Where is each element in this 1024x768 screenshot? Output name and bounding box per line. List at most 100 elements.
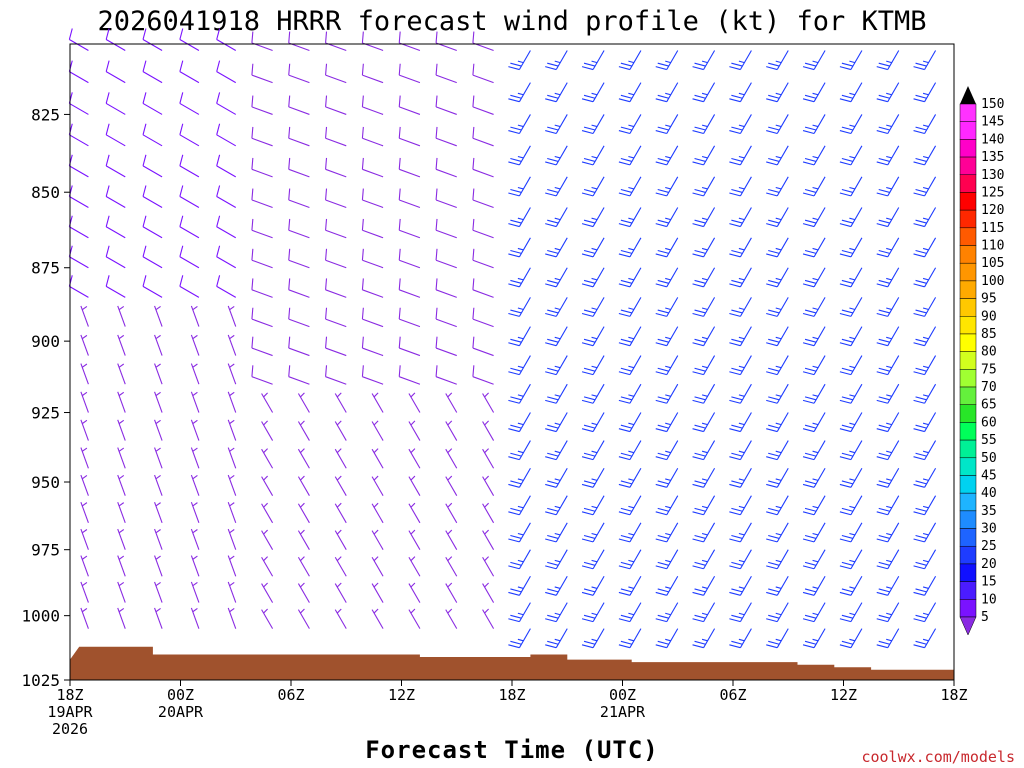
barb-staff xyxy=(887,355,900,375)
wind-barb xyxy=(361,218,384,239)
wind-barb xyxy=(117,607,126,629)
barb-feather xyxy=(731,614,743,619)
barb-half-feather xyxy=(812,92,819,96)
barb-staff xyxy=(629,326,642,346)
barb-staff xyxy=(117,607,126,629)
wind-barb xyxy=(618,50,642,71)
wind-barb xyxy=(766,114,789,135)
wind-barb xyxy=(142,60,163,84)
barb-staff xyxy=(399,289,421,298)
barb-half-feather xyxy=(738,450,745,454)
barb-staff xyxy=(850,467,863,488)
barb-staff xyxy=(227,581,237,603)
barb-half-feather xyxy=(554,612,561,616)
wind-barb xyxy=(581,50,605,71)
wind-barb xyxy=(839,82,863,103)
barb-half-feather xyxy=(738,336,745,340)
barb-feather xyxy=(729,644,741,649)
wind-barb xyxy=(288,157,310,178)
wind-barb xyxy=(371,556,384,577)
wind-barb xyxy=(334,475,347,496)
wind-barb xyxy=(117,501,126,524)
barb-half-feather xyxy=(665,394,671,397)
wind-barb xyxy=(876,412,900,433)
barb-staff xyxy=(739,628,752,648)
barb-half-feather xyxy=(738,60,745,64)
wind-barb xyxy=(508,207,531,228)
barb-staff xyxy=(362,347,384,357)
barb-half-feather xyxy=(849,422,856,426)
barb-feather xyxy=(731,219,743,224)
barb-staff xyxy=(69,71,89,84)
barb-staff xyxy=(813,297,826,317)
barb-half-feather xyxy=(81,581,88,587)
barb-staff xyxy=(251,199,273,209)
wind-barb xyxy=(913,522,937,543)
barb-half-feather xyxy=(192,555,198,560)
barb-feather xyxy=(655,538,667,543)
wind-barb xyxy=(508,114,531,135)
wind-barb xyxy=(117,305,126,327)
barb-half-feather xyxy=(886,307,892,311)
barb-feather xyxy=(581,511,594,516)
barb-staff xyxy=(435,259,457,269)
barb-half-feather xyxy=(812,505,819,509)
barb-staff xyxy=(190,555,200,577)
barb-half-feather xyxy=(849,638,856,642)
barb-staff xyxy=(408,448,421,469)
barb-half-feather xyxy=(229,502,235,507)
barb-feather xyxy=(288,336,291,349)
barb-half-feather xyxy=(849,277,856,281)
barb-half-feather xyxy=(81,391,88,397)
barb-half-feather xyxy=(628,307,635,311)
barb-feather xyxy=(545,342,557,347)
wind-barb xyxy=(692,50,716,71)
barb-feather xyxy=(510,309,522,314)
barb-feather xyxy=(620,367,633,372)
barb-half-feather xyxy=(300,582,305,588)
barb-staff xyxy=(813,82,826,102)
barb-staff xyxy=(482,421,495,441)
wind-barb xyxy=(876,267,900,288)
barb-staff xyxy=(297,421,310,441)
barb-feather xyxy=(915,279,927,284)
barb-staff xyxy=(703,628,716,648)
barb-staff xyxy=(592,176,605,197)
barb-feather xyxy=(878,249,890,254)
barb-feather xyxy=(581,66,594,71)
barb-feather xyxy=(620,534,633,539)
barb-half-feather xyxy=(922,217,929,221)
colorbar-swatch xyxy=(959,439,977,459)
barb-feather xyxy=(142,245,147,257)
barb-staff xyxy=(629,467,642,488)
barb-half-feather xyxy=(591,247,598,251)
barb-feather xyxy=(657,507,669,512)
wind-barb xyxy=(913,114,937,135)
wind-barb xyxy=(398,307,421,328)
barb-half-feather xyxy=(775,505,782,509)
barb-staff xyxy=(850,297,863,317)
barb-feather xyxy=(179,28,184,40)
wind-barb xyxy=(876,326,900,347)
barb-feather xyxy=(839,371,852,376)
barb-feather xyxy=(876,371,888,376)
wind-barb xyxy=(876,176,900,197)
barb-staff xyxy=(227,305,237,327)
barb-feather xyxy=(878,126,890,131)
barb-half-feather xyxy=(628,422,635,426)
wind-barb xyxy=(876,628,900,649)
barb-feather xyxy=(510,279,522,284)
barb-feather xyxy=(729,192,741,197)
wind-barb xyxy=(80,555,89,577)
barb-feather xyxy=(435,31,438,44)
wind-barb xyxy=(618,549,642,570)
barb-half-feather xyxy=(118,608,125,613)
barb-half-feather xyxy=(738,217,745,221)
wind-barb xyxy=(655,522,679,543)
wind-barb xyxy=(398,278,421,298)
barb-half-feather xyxy=(922,450,929,454)
barb-feather xyxy=(545,538,557,543)
barb-feather xyxy=(839,428,852,433)
barb-feather xyxy=(694,309,706,314)
